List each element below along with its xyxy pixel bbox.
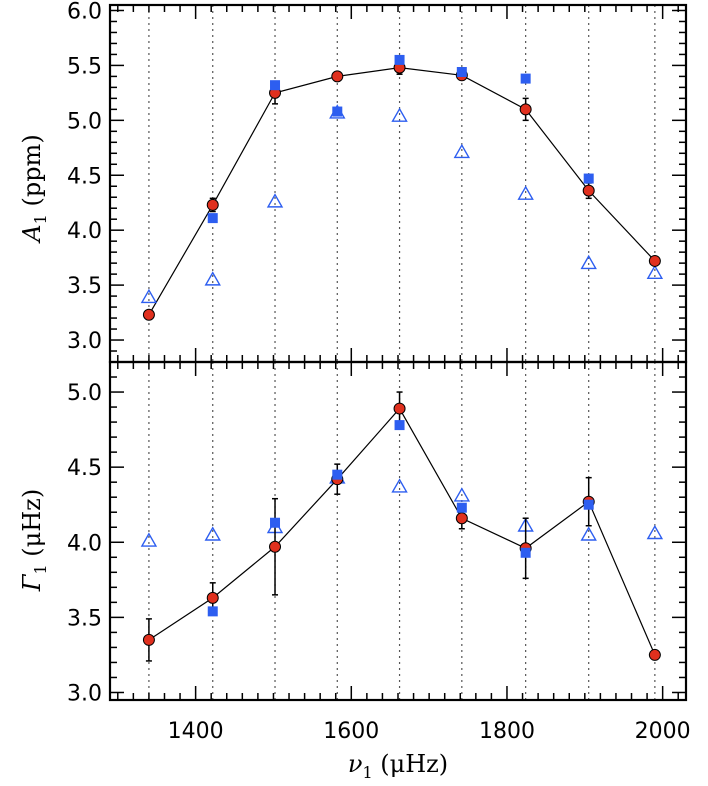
y-tick-label: 4.0 [67, 219, 102, 244]
square-point [270, 80, 281, 91]
y-tick-label: 6.0 [67, 0, 102, 24]
axis-subscript: 1 [31, 214, 50, 224]
y-tick-label: 3.5 [67, 606, 102, 631]
linewidth-axis-title: Γ1 (μHz) [18, 489, 50, 592]
x-tick-label: 1800 [479, 719, 535, 744]
circle-point [582, 184, 595, 197]
circle-point [269, 540, 282, 553]
x-tick-label: 1400 [168, 719, 224, 744]
triangle-point [391, 107, 408, 122]
triangle-point [580, 526, 597, 541]
circle-point [519, 103, 532, 116]
circle-point [331, 70, 344, 83]
y-tick-label: 5.0 [67, 109, 102, 134]
model-line [148, 67, 656, 316]
triangle-point [204, 271, 221, 286]
axis-subscript: 1 [31, 564, 50, 574]
square-point [520, 73, 531, 84]
model-line [148, 407, 656, 656]
y-tick-label: 3.0 [67, 681, 102, 706]
circle-point [393, 402, 406, 415]
square-point [456, 67, 467, 78]
triangle-point [204, 526, 221, 541]
triangle-point [453, 487, 471, 502]
circle-point [648, 648, 661, 661]
triangle-point [266, 193, 284, 208]
square-point [270, 517, 281, 528]
y-tick-label: 4.0 [67, 531, 102, 556]
circle-point [206, 198, 219, 211]
triangle-point [140, 532, 158, 547]
axis-subscript: 1 [362, 763, 372, 782]
square-point [394, 54, 405, 65]
x-tick-label: 2000 [635, 719, 691, 744]
circle-point [142, 633, 155, 646]
square-point [207, 213, 218, 224]
x-axis-title: ν1 (μHz) [348, 750, 448, 782]
triangle-point [140, 288, 158, 304]
square-point [520, 547, 531, 558]
axis-units: (ppm) [18, 134, 46, 214]
y-tick-label: 4.5 [67, 164, 102, 189]
amplitude-axis-title: A1 (ppm) [18, 134, 50, 243]
circle-point [206, 591, 219, 604]
amplitude-panel: 3.0 3.5 4.0 4.5 5.0 5.5 6.0 [67, 0, 688, 364]
square-point [583, 173, 594, 184]
linewidth-panel: 3.0 3.5 4.0 4.5 5.0 [67, 360, 688, 706]
y-tick-label: 3.0 [67, 329, 102, 354]
square-point [456, 502, 467, 513]
x-tick-label: 1600 [323, 719, 379, 744]
axis-symbol: A [18, 224, 46, 243]
axis-symbol: ν [348, 750, 363, 778]
y-tick-label: 4.5 [67, 456, 102, 481]
y-tick-label: 5.0 [67, 381, 102, 406]
axis-symbol: Γ [18, 573, 46, 592]
square-point [332, 106, 343, 117]
square-point [332, 469, 343, 480]
triangle-point [580, 254, 597, 270]
square-point [583, 499, 594, 510]
circle-point [142, 308, 155, 321]
square-point [207, 606, 218, 617]
circle-point [455, 512, 468, 525]
y-tick-label: 5.5 [67, 54, 102, 79]
x-axis-labels: 1400 1600 1800 2000 [168, 719, 691, 744]
triangle-point [646, 524, 664, 540]
circle-point [648, 254, 661, 267]
square-point [394, 420, 405, 431]
triangle-point [453, 143, 471, 159]
axis-units: (μHz) [373, 750, 449, 778]
triangle-point [391, 478, 408, 493]
axis-units: (μHz) [18, 489, 46, 565]
triangle-point [646, 264, 664, 279]
y-tick-label: 3.5 [67, 274, 102, 299]
triangle-point [517, 185, 534, 200]
